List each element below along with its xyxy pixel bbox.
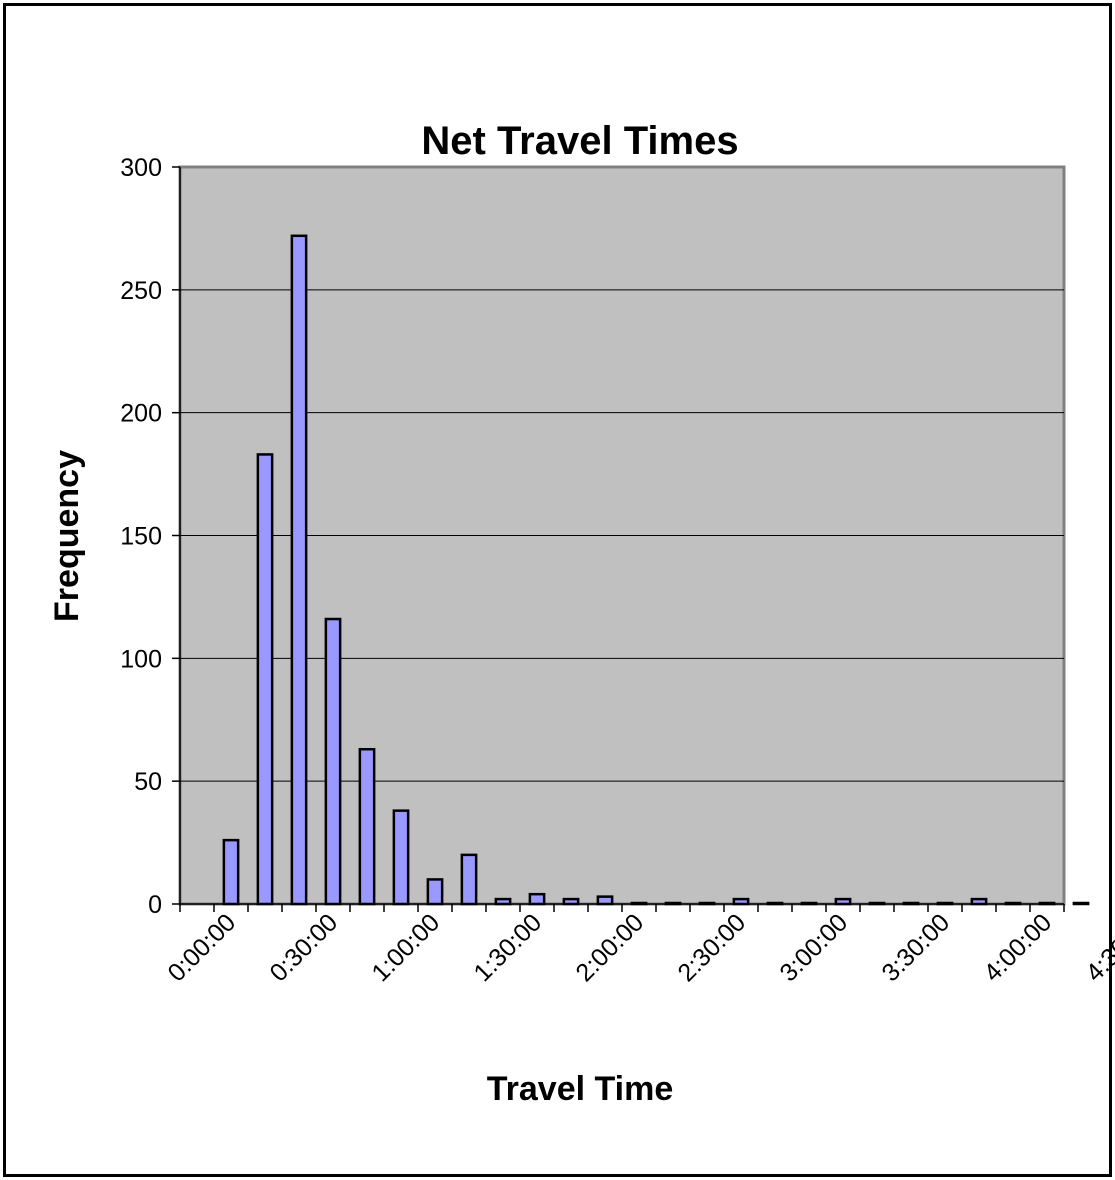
x-tick-label: 4:00:00	[978, 908, 1057, 987]
bar	[222, 838, 240, 906]
bars	[222, 234, 1090, 906]
y-tick-label: 300	[120, 154, 162, 182]
y-tick-labels: 0 50 100 150 200 250 300	[120, 154, 162, 919]
bar	[358, 747, 376, 906]
x-axis-label: Travel Time	[487, 1070, 674, 1108]
bar	[256, 453, 274, 906]
x-tick-label: 2:00:00	[570, 908, 649, 987]
y-tick-label: 150	[120, 523, 162, 551]
y-tick-label: 200	[120, 400, 162, 428]
x-tick-label: 3:30:00	[876, 908, 955, 987]
y-tick-label: 250	[120, 277, 162, 305]
y-axis-label: Frequency	[48, 450, 86, 622]
bar	[528, 892, 546, 906]
x-tick-label: 1:00:00	[366, 908, 445, 987]
bar	[460, 853, 478, 906]
bar	[426, 878, 444, 906]
bar	[324, 617, 342, 906]
x-tick-label: 2:30:00	[672, 908, 751, 987]
bar	[596, 895, 614, 906]
x-tick-label: 0:30:00	[264, 908, 343, 987]
x-tick-label: 1:30:00	[468, 908, 547, 987]
y-tick-label: 50	[134, 768, 162, 796]
x-tick-label: 4:30:00	[1080, 908, 1115, 987]
x-tick-label: 0:00:00	[162, 908, 241, 987]
axes	[172, 166, 1065, 912]
bar	[392, 809, 410, 906]
x-tick-label: 3:00:00	[774, 908, 853, 987]
bar	[290, 234, 308, 906]
y-tick-label: 0	[148, 891, 162, 919]
chart-title: Net Travel Times	[421, 119, 738, 163]
x-tick-labels: 0:00:00 0:30:00 1:00:00 1:30:00 2:00:00 2:30:…	[162, 908, 1115, 987]
y-tick-label: 100	[120, 645, 162, 673]
bar	[1072, 901, 1090, 906]
